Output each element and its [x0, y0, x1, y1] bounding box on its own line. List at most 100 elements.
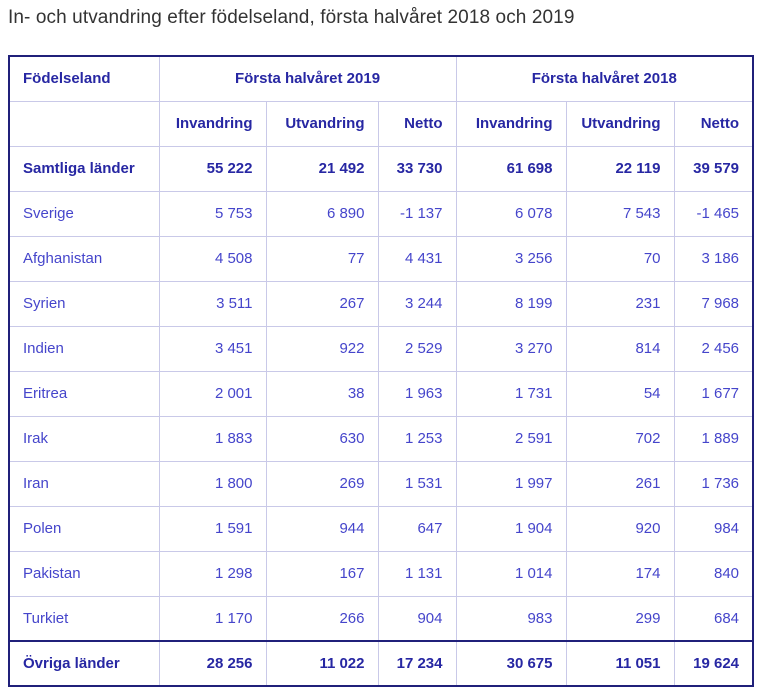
value-cell: -1 137	[377, 190, 457, 237]
table-row: Iran 1 800 269 1 531 1 997 261 1 736	[8, 460, 754, 507]
row-label: Turkiet	[8, 595, 160, 642]
value-cell: 2 001	[158, 370, 267, 417]
value-cell: 7 543	[565, 190, 675, 237]
table-body: Samtliga länder 55 222 21 492 33 730 61 698 2…	[8, 145, 754, 687]
value-cell: 984	[673, 505, 754, 552]
value-cell: 1 591	[158, 505, 267, 552]
value-cell: 70	[565, 235, 675, 282]
value-cell: 1 677	[673, 370, 754, 417]
value-cell: 266	[265, 595, 379, 642]
row-label: Pakistan	[8, 550, 160, 597]
value-cell: 7 968	[673, 280, 754, 327]
value-cell: 174	[565, 550, 675, 597]
value-cell: 647	[377, 505, 457, 552]
row-label: Övriga länder	[8, 640, 160, 687]
migration-table: Födelseland Första halvåret 2019 Första …	[8, 55, 755, 687]
value-cell: 4 508	[158, 235, 267, 282]
value-cell: 702	[565, 415, 675, 462]
value-cell: 2 456	[673, 325, 754, 372]
group-header-2018: Första halvåret 2018	[455, 55, 754, 102]
blank-header-cell	[8, 100, 160, 147]
row-label: Polen	[8, 505, 160, 552]
row-label: Eritrea	[8, 370, 160, 417]
value-cell: 3 511	[158, 280, 267, 327]
value-cell: 8 199	[455, 280, 567, 327]
value-cell: 904	[377, 595, 457, 642]
value-cell: 814	[565, 325, 675, 372]
value-cell: 11 051	[565, 640, 675, 687]
header-sub-row: Invandring Utvandring Netto Invandring U…	[8, 100, 754, 147]
value-cell: 2 591	[455, 415, 567, 462]
col-header-netto-2019: Netto	[377, 100, 457, 147]
value-cell: 30 675	[455, 640, 567, 687]
table-row: Samtliga länder 55 222 21 492 33 730 61 698 2…	[8, 145, 754, 192]
value-cell: 1 800	[158, 460, 267, 507]
value-cell: 4 431	[377, 235, 457, 282]
value-cell: -1 465	[673, 190, 754, 237]
value-cell: 38	[265, 370, 379, 417]
value-cell: 167	[265, 550, 379, 597]
value-cell: 5 753	[158, 190, 267, 237]
corner-header: Födelseland	[8, 55, 160, 102]
value-cell: 55 222	[158, 145, 267, 192]
col-header-utvandring-2018: Utvandring	[565, 100, 675, 147]
value-cell: 17 234	[377, 640, 457, 687]
table-row: Polen 1 591 944 647 1 904 920 984	[8, 505, 754, 552]
value-cell: 1 997	[455, 460, 567, 507]
row-label: Iran	[8, 460, 160, 507]
value-cell: 1 531	[377, 460, 457, 507]
value-cell: 267	[265, 280, 379, 327]
value-cell: 1 014	[455, 550, 567, 597]
value-cell: 21 492	[265, 145, 379, 192]
table-row: Sverige 5 753 6 890 -1 137 6 078 7 543 -1 465	[8, 190, 754, 237]
value-cell: 231	[565, 280, 675, 327]
value-cell: 944	[265, 505, 379, 552]
value-cell: 1 253	[377, 415, 457, 462]
value-cell: 920	[565, 505, 675, 552]
row-label: Afghanistan	[8, 235, 160, 282]
value-cell: 77	[265, 235, 379, 282]
col-header-invandring-2018: Invandring	[455, 100, 567, 147]
value-cell: 983	[455, 595, 567, 642]
value-cell: 1 889	[673, 415, 754, 462]
value-cell: 3 244	[377, 280, 457, 327]
value-cell: 33 730	[377, 145, 457, 192]
value-cell: 1 904	[455, 505, 567, 552]
col-header-utvandring-2019: Utvandring	[265, 100, 379, 147]
value-cell: 39 579	[673, 145, 754, 192]
value-cell: 922	[265, 325, 379, 372]
value-cell: 61 698	[455, 145, 567, 192]
value-cell: 1 170	[158, 595, 267, 642]
value-cell: 1 963	[377, 370, 457, 417]
value-cell: 54	[565, 370, 675, 417]
row-label: Syrien	[8, 280, 160, 327]
row-label: Irak	[8, 415, 160, 462]
row-label: Samtliga länder	[8, 145, 160, 192]
value-cell: 630	[265, 415, 379, 462]
value-cell: 3 451	[158, 325, 267, 372]
value-cell: 3 186	[673, 235, 754, 282]
value-cell: 1 298	[158, 550, 267, 597]
value-cell: 1 131	[377, 550, 457, 597]
value-cell: 19 624	[673, 640, 754, 687]
value-cell: 684	[673, 595, 754, 642]
table-header: Födelseland Första halvåret 2019 Första …	[8, 55, 754, 147]
value-cell: 261	[565, 460, 675, 507]
col-header-netto-2018: Netto	[673, 100, 754, 147]
value-cell: 840	[673, 550, 754, 597]
table-row: Syrien 3 511 267 3 244 8 199 231 7 968	[8, 280, 754, 327]
value-cell: 1 736	[673, 460, 754, 507]
row-label: Indien	[8, 325, 160, 372]
table-row: Eritrea 2 001 38 1 963 1 731 54 1 677	[8, 370, 754, 417]
table-row: Irak 1 883 630 1 253 2 591 702 1 889	[8, 415, 754, 462]
header-group-row: Födelseland Första halvåret 2019 Första …	[8, 55, 754, 102]
value-cell: 299	[565, 595, 675, 642]
value-cell: 11 022	[265, 640, 379, 687]
value-cell: 1 883	[158, 415, 267, 462]
value-cell: 3 256	[455, 235, 567, 282]
table-row: Turkiet 1 170 266 904 983 299 684	[8, 595, 754, 642]
value-cell: 6 890	[265, 190, 379, 237]
value-cell: 6 078	[455, 190, 567, 237]
table-row: Afghanistan 4 508 77 4 431 3 256 70 3 186	[8, 235, 754, 282]
